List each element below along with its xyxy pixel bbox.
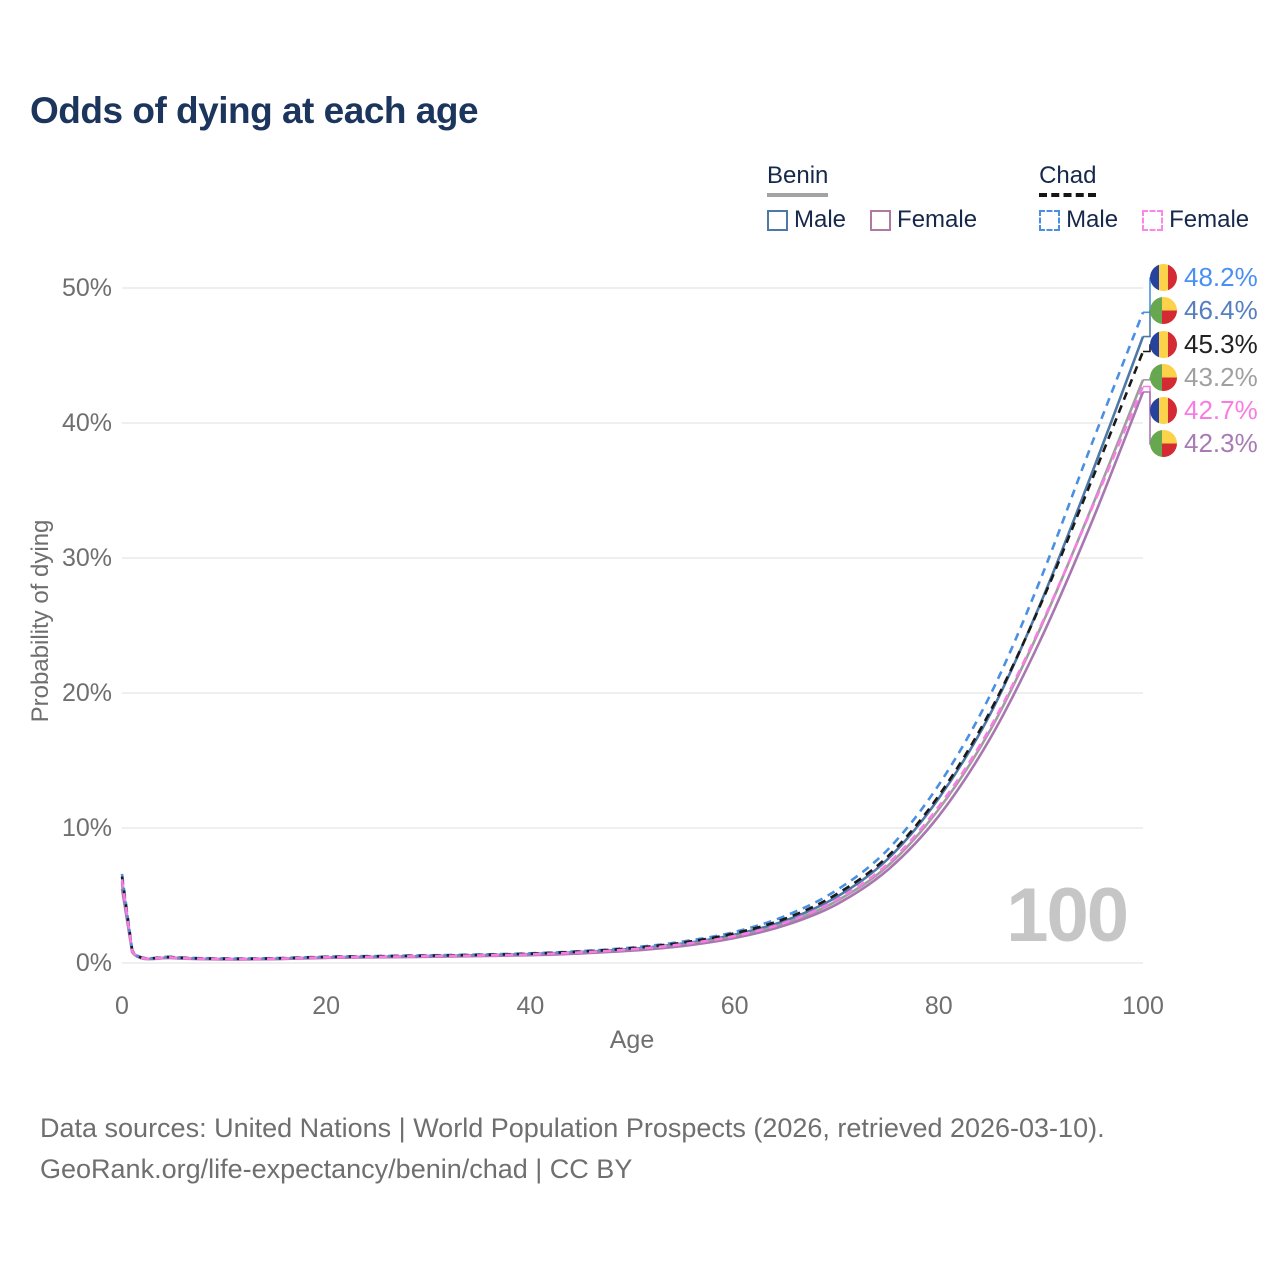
- series-line-benin-male: [120, 336, 1145, 961]
- y-tick-label: 50%: [61, 274, 112, 302]
- benin-flag-icon: [1150, 297, 1177, 324]
- series-line-chad: [120, 351, 1145, 961]
- end-label-value: 46.4%: [1184, 295, 1258, 325]
- y-axis-title: Probability of dying: [27, 519, 54, 723]
- x-tick-label: 60: [720, 992, 749, 1020]
- legend-header-benin[interactable]: Benin: [767, 162, 829, 197]
- end-label-chad-male: 48.2%: [1150, 262, 1258, 293]
- legend-item-label: Female: [1169, 206, 1250, 233]
- footer: Data sources: United Nations | World Pop…: [40, 1108, 1105, 1189]
- chad-flag-icon: [1150, 397, 1177, 424]
- end-label-benin: 43.2%: [1150, 362, 1258, 393]
- end-label-value: 42.7%: [1184, 395, 1258, 425]
- end-label-chad: 45.3%: [1150, 329, 1258, 360]
- legend-header-chad[interactable]: Chad: [1039, 162, 1097, 197]
- x-tick-label: 80: [924, 992, 953, 1020]
- legend-group-chad: Chad Male Female: [1039, 162, 1249, 234]
- legend-item-label: Male: [1066, 206, 1119, 233]
- y-tick-label: 30%: [61, 544, 112, 572]
- legend-items-chad: Male Female: [1039, 206, 1249, 234]
- chad-male-swatch-icon: [1039, 209, 1061, 231]
- end-label-value: 45.3%: [1184, 329, 1258, 359]
- end-label-value: 42.3%: [1184, 428, 1258, 458]
- x-tick-label: 40: [516, 992, 545, 1020]
- chad-flag-icon: [1150, 331, 1177, 358]
- benin-female-swatch-icon: [870, 209, 892, 231]
- x-axis-title: Age: [609, 1026, 655, 1054]
- series-line-chad-male: [120, 311, 1145, 960]
- legend-item-benin-male[interactable]: Male: [767, 206, 846, 234]
- y-tick-label: 10%: [61, 814, 112, 842]
- footer-sources: Data sources: United Nations | World Pop…: [40, 1113, 1105, 1143]
- legend-item-chad-male[interactable]: Male: [1039, 206, 1118, 234]
- chad-female-swatch-icon: [1142, 209, 1164, 231]
- x-tick-label: 0: [115, 992, 129, 1020]
- x-tick-label: 20: [312, 992, 341, 1020]
- chad-flag-icon: [1150, 264, 1177, 291]
- legend-items-benin: Male Female: [767, 206, 977, 234]
- y-tick-label: 20%: [61, 679, 112, 707]
- legend-item-label: Male: [794, 206, 847, 233]
- end-label-chad-female: 42.7%: [1150, 395, 1258, 426]
- footer-link: GeoRank.org/life-expectancy/benin/chad |…: [40, 1153, 633, 1184]
- legend: Benin Male Female Chad Male: [767, 162, 1249, 234]
- chart-canvas: [120, 277, 1156, 964]
- series-line-benin-female: [120, 391, 1145, 961]
- end-label-benin-male: 46.4%: [1150, 295, 1258, 326]
- benin-flag-icon: [1150, 430, 1177, 457]
- benin-flag-icon: [1150, 364, 1177, 391]
- page-title: Odds of dying at each age: [30, 90, 479, 131]
- end-label-value: 43.2%: [1184, 362, 1258, 392]
- x-tick-label: 100: [1122, 992, 1164, 1020]
- legend-group-benin: Benin Male Female: [767, 162, 977, 234]
- y-tick-label: 40%: [61, 409, 112, 437]
- legend-item-benin-female[interactable]: Female: [870, 206, 977, 234]
- end-label-benin-female: 42.3%: [1150, 428, 1258, 459]
- legend-item-chad-female[interactable]: Female: [1142, 206, 1249, 234]
- benin-male-swatch-icon: [767, 209, 788, 231]
- y-tick-label: 0%: [75, 949, 112, 977]
- series-line-benin: [120, 379, 1145, 961]
- age-counter-watermark: 100: [1006, 873, 1129, 958]
- end-label-value: 48.2%: [1184, 262, 1258, 292]
- legend-item-label: Female: [897, 206, 978, 233]
- series-line-chad-female: [120, 385, 1145, 961]
